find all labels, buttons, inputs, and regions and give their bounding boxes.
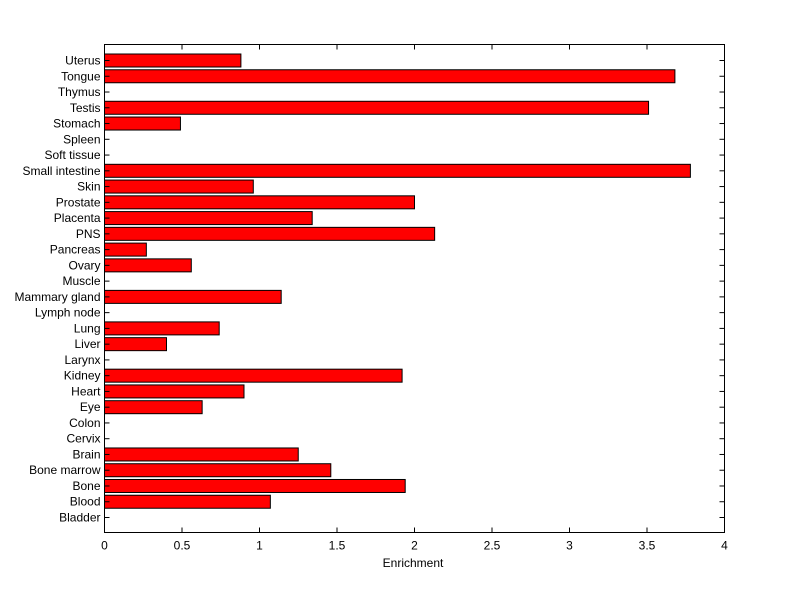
bar-bone — [104, 478, 406, 493]
bar-small-intestine — [104, 163, 691, 178]
y-tick-label: Testis — [70, 101, 101, 115]
bar-pns — [104, 226, 436, 241]
bar-eye — [104, 400, 203, 415]
bar-lung — [104, 321, 220, 336]
bar-stomach — [104, 116, 181, 131]
bar-blood — [104, 494, 271, 509]
y-tick-label: Bone — [72, 479, 100, 493]
bar-testis — [104, 100, 650, 115]
y-tick-label: Spleen — [63, 132, 100, 146]
y-tick-label: PNS — [76, 227, 101, 241]
bar-uterus — [104, 53, 242, 68]
bar-pancreas — [104, 242, 147, 257]
x-tick-label: 1 — [256, 539, 263, 553]
x-tick-label: 2 — [411, 539, 418, 553]
y-tick-label: Thymus — [58, 85, 101, 99]
bar-ovary — [104, 258, 192, 273]
y-tick-label: Small intestine — [22, 164, 100, 178]
y-tick-label: Mammary gland — [14, 290, 100, 304]
x-axis-label: Enrichment — [383, 556, 444, 570]
bar-tongue — [104, 69, 676, 84]
y-tick-label: Colon — [69, 416, 100, 430]
y-tick-label: Bladder — [59, 511, 100, 525]
y-tick-label: Ovary — [68, 258, 100, 272]
y-tick-label: Lung — [74, 321, 101, 335]
y-tick-label: Cervix — [66, 432, 100, 446]
x-tick-label: 1.5 — [329, 539, 346, 553]
bars-group — [104, 53, 691, 509]
y-tick-label: Heart — [71, 384, 101, 398]
y-tick-label: Pancreas — [50, 243, 101, 257]
bar-heart — [104, 384, 245, 399]
x-tick-label: 2.5 — [484, 539, 501, 553]
bar-bone-marrow — [104, 463, 332, 478]
y-tick-label: Uterus — [65, 54, 100, 68]
y-tick-label: Brain — [72, 447, 100, 461]
x-tick-label: 0.5 — [174, 539, 191, 553]
y-tick-label: Stomach — [53, 117, 100, 131]
bar-kidney — [104, 368, 403, 383]
x-tick-label: 0 — [101, 539, 108, 553]
ticks-group — [104, 44, 725, 533]
y-tick-label: Eye — [80, 400, 101, 414]
y-tick-label: Soft tissue — [44, 148, 100, 162]
y-tick-label: Placenta — [54, 211, 101, 225]
y-tick-label: Kidney — [64, 369, 101, 383]
bar-brain — [104, 447, 299, 462]
y-tick-label: Liver — [74, 337, 100, 351]
y-tick-label: Blood — [70, 495, 101, 509]
y-tick-label: Larynx — [64, 353, 100, 367]
bar-liver — [104, 337, 167, 352]
bar-skin — [104, 179, 254, 194]
x-tick-label: 3 — [566, 539, 573, 553]
bar-placenta — [104, 211, 313, 226]
bar-mammary-gland — [104, 289, 282, 304]
x-tick-label: 4 — [721, 539, 728, 553]
y-tick-label: Skin — [77, 180, 100, 194]
x-tick-labels: 0 0.5 1 1.5 2 2.5 3 3.5 4 — [101, 539, 728, 553]
y-tick-label: Muscle — [62, 274, 100, 288]
y-tick-label: Bone marrow — [29, 463, 101, 477]
y-tick-label: Lymph node — [35, 306, 101, 320]
y-tick-label: Prostate — [56, 195, 101, 209]
y-tick-label: Tongue — [61, 69, 101, 83]
bar-prostate — [104, 195, 415, 210]
x-tick-label: 3.5 — [639, 539, 656, 553]
